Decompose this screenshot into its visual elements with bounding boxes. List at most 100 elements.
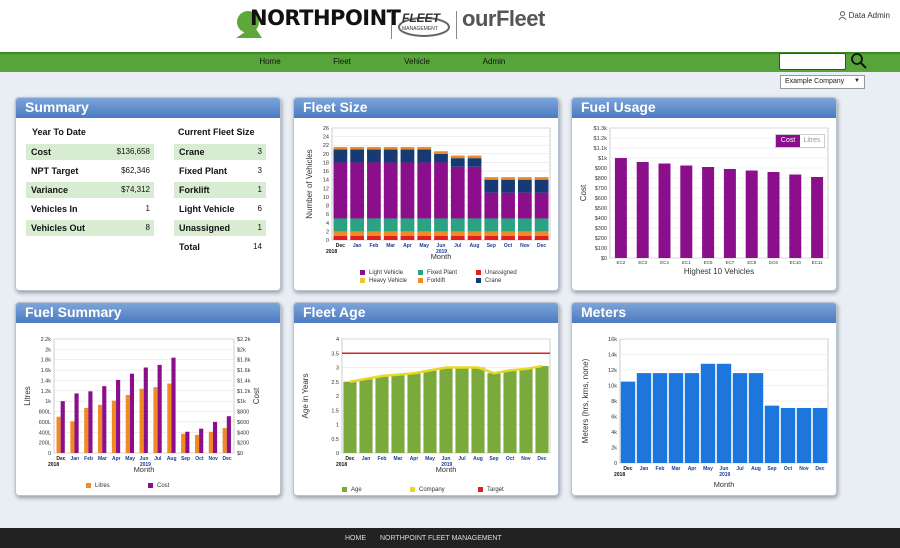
bar-segment bbox=[350, 235, 365, 240]
company-select[interactable]: Example Company ▼ bbox=[780, 75, 865, 89]
x-tick-label: Jun bbox=[720, 466, 729, 472]
y-tick-label: 12k bbox=[608, 368, 617, 374]
y2-tick-label: $0 bbox=[237, 451, 243, 457]
user-icon bbox=[838, 11, 847, 20]
bar bbox=[343, 381, 357, 453]
y-tick-label: 4k bbox=[611, 430, 617, 436]
y-tick-label: 0 bbox=[326, 238, 329, 244]
northpoint-logo[interactable] bbox=[234, 8, 389, 42]
toggle-litres[interactable]: Litres bbox=[800, 135, 824, 147]
y-tick-label: 2k bbox=[611, 446, 617, 452]
bar bbox=[116, 379, 121, 453]
y2-tick-label: $1k bbox=[237, 399, 246, 405]
bar bbox=[716, 363, 732, 463]
fuel-usage-chart: $0 $100 $200 $300 $400 $500 $600 $700 $800 $900 $1… bbox=[579, 126, 829, 276]
y-tick-label: 200L bbox=[39, 441, 51, 447]
year-label: 2019 bbox=[436, 249, 447, 255]
x-tick-label: Dec bbox=[222, 456, 231, 462]
bar bbox=[199, 428, 204, 453]
bar-cap bbox=[400, 146, 415, 150]
x-tick-label: May bbox=[425, 456, 435, 462]
search-input[interactable] bbox=[779, 53, 846, 70]
bar-cap bbox=[484, 177, 499, 180]
bar bbox=[407, 373, 421, 453]
x-tick-label: Feb bbox=[378, 456, 387, 462]
bar bbox=[780, 407, 796, 463]
year-label: 2018 bbox=[336, 462, 347, 468]
x-axis-label: Month bbox=[134, 465, 155, 474]
toggle-cost[interactable]: Cost bbox=[776, 135, 800, 147]
x-tick-label: Dec bbox=[537, 456, 546, 462]
bar bbox=[439, 367, 453, 453]
divider bbox=[391, 11, 392, 39]
legend-swatch bbox=[410, 487, 415, 492]
nav-admin[interactable]: Admin bbox=[482, 57, 506, 66]
summary-row: Light Vehicle 6 bbox=[174, 201, 266, 217]
nav-vehicle[interactable]: Vehicle bbox=[404, 57, 430, 66]
footer-home-link[interactable]: HOME bbox=[345, 535, 366, 542]
y-tick-label: $400 bbox=[595, 216, 607, 222]
meters-chart: 0 2k 4k 6k 8k 10k 12k 14k 16k Meters (hrs, kms, n… bbox=[581, 337, 829, 489]
bar bbox=[212, 421, 218, 453]
summary-row-value: 3 bbox=[257, 166, 262, 175]
bar-segment bbox=[383, 235, 398, 240]
year-label: 2018 bbox=[48, 462, 59, 468]
nav-home[interactable]: Home bbox=[259, 57, 281, 66]
bar-segment bbox=[517, 192, 532, 219]
bar bbox=[723, 169, 736, 258]
x-tick-label: Aug bbox=[751, 466, 761, 472]
nav-fleet[interactable]: Fleet bbox=[333, 57, 351, 66]
bar bbox=[789, 174, 802, 258]
x-tick-label: EC7 bbox=[726, 260, 735, 265]
bar-cap bbox=[517, 177, 532, 180]
summary-row: Crane 3 bbox=[174, 144, 266, 160]
x-axis-label: Highest 10 Vehicles bbox=[684, 267, 754, 276]
bar bbox=[359, 378, 373, 453]
y-tick-label: 2 bbox=[336, 394, 339, 400]
y-tick-label: $1.3k bbox=[594, 126, 608, 132]
y-tick-label: 1.6k bbox=[41, 368, 52, 374]
y2-axis-label: Cost bbox=[252, 387, 261, 404]
bar bbox=[503, 370, 517, 453]
bar-segment bbox=[467, 231, 482, 236]
fuel-summary-title: Fuel Summary bbox=[16, 303, 280, 323]
app-header: NORTHPOINT FLEET MANAGEMENT ourFleet Dat… bbox=[0, 0, 900, 52]
bar bbox=[767, 172, 780, 258]
user-menu[interactable]: Data Admin bbox=[838, 11, 890, 20]
footer: HOME NORTHPOINT FLEET MANAGEMENT bbox=[0, 528, 900, 548]
legend-label: Forklift bbox=[427, 278, 445, 284]
x-tick-label: Feb bbox=[369, 243, 378, 249]
y-tick-label: 16 bbox=[323, 169, 329, 175]
bar bbox=[143, 367, 148, 453]
x-tick-label: Sep bbox=[489, 456, 498, 462]
bar-segment bbox=[417, 162, 432, 219]
bar bbox=[764, 405, 780, 463]
footer-company-link[interactable]: NORTHPOINT FLEET MANAGEMENT bbox=[380, 535, 502, 542]
cost-litres-toggle[interactable]: Cost Litres bbox=[775, 134, 825, 148]
legend-swatch bbox=[342, 487, 347, 492]
x-tick-label: Apr bbox=[688, 466, 697, 472]
bar-segment bbox=[467, 235, 482, 240]
x-tick-label: May bbox=[419, 243, 429, 249]
x-tick-label: Dec bbox=[537, 243, 546, 249]
bar-segment bbox=[467, 218, 482, 232]
x-tick-label: Mar bbox=[98, 456, 107, 462]
bar-segment bbox=[400, 218, 415, 232]
x-tick-label: Dec bbox=[345, 456, 354, 462]
bar-segment bbox=[383, 162, 398, 219]
bar-segment bbox=[517, 218, 532, 232]
x-tick-label: Jul bbox=[458, 456, 466, 462]
bar-segment bbox=[350, 231, 365, 236]
bar-segment bbox=[367, 231, 381, 236]
bar-cap bbox=[467, 155, 482, 159]
legend-label: Company bbox=[419, 487, 445, 493]
bar-segment bbox=[367, 149, 381, 163]
x-tick-label: Jan bbox=[640, 466, 649, 472]
search-icon[interactable] bbox=[850, 52, 868, 70]
x-tick-label: Dec bbox=[56, 456, 65, 462]
summary-row-value: $74,312 bbox=[121, 185, 150, 194]
y-tick-label: $600 bbox=[595, 196, 607, 202]
bar-segment bbox=[534, 179, 549, 193]
bar-segment bbox=[467, 166, 482, 219]
bar-segment bbox=[400, 149, 415, 163]
